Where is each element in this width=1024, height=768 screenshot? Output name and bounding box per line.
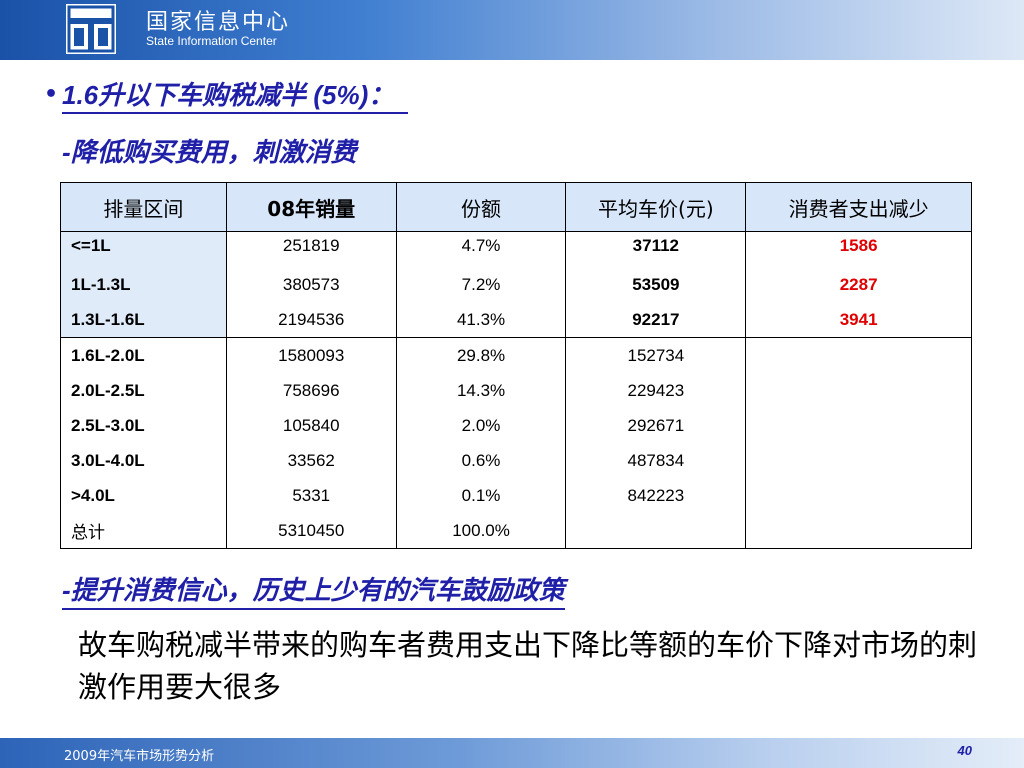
col-header-range: 排量区间 [60,182,227,232]
cell-reduce [745,513,972,549]
cell-price: 53509 [565,267,747,302]
cell-reduce: 1586 [745,231,972,267]
col-header-share: 份额 [395,182,567,232]
cell-sales: 33562 [225,443,397,478]
cell-share: 0.1% [395,478,567,513]
cell-reduce: 3941 [745,302,972,338]
cell-price: 152734 [565,337,747,373]
cell-range: >4.0L [60,478,227,513]
table-row: 2.0L-2.5L 758696 14.3% 229423 [60,373,972,408]
cell-range: 3.0L-4.0L [60,443,227,478]
table-row: >4.0L 5331 0.1% 842223 [60,478,972,513]
table-row: <=1L 251819 4.7% 37112 1586 [60,231,972,267]
sales-table: 排量区间 08年销量 份额 平均车价(元) 消费者支出减少 <=1L 25181… [60,182,972,549]
table-row: 3.0L-4.0L 33562 0.6% 487834 [60,443,972,478]
cell-share: 7.2% [395,267,567,302]
heading-confidence: -提升消费信心，历史上少有的汽车鼓励政策 [62,572,565,610]
cell-sales: 5331 [225,478,397,513]
table-row: 1.3L-1.6L 2194536 41.3% 92217 3941 [60,302,972,338]
cell-share: 4.7% [395,231,567,267]
page-number: 40 [957,743,972,758]
cell-range: 2.0L-2.5L [60,373,227,408]
footer-title: 2009年汽车市场形势分析 [64,749,215,764]
cell-reduce [745,337,972,373]
cell-sales: 2194536 [225,302,397,338]
state-information-center-logo [66,4,116,54]
table-row: 1.6L-2.0L 1580093 29.8% 152734 [60,337,972,373]
cell-reduce [745,373,972,408]
org-name-chinese: 国家信息中心 [146,10,291,35]
cell-share: 0.6% [395,443,567,478]
cell-range: 1.6L-2.0L [60,337,227,373]
cell-sales: 251819 [225,231,397,267]
cell-share: 2.0% [395,408,567,443]
cell-sales: 105840 [225,408,397,443]
cell-price: 842223 [565,478,747,513]
table-row-total: 总计 5310450 100.0% [60,513,972,549]
cell-share: 29.8% [395,337,567,373]
header-banner: 国家信息中心 State Information Center [0,0,1024,60]
heading-lower-cost: -降低购买费用，刺激消费 [62,137,357,167]
cell-reduce [745,478,972,513]
cell-range: <=1L [60,231,227,267]
cell-range: 1L-1.3L [60,267,227,302]
cell-price: 37112 [565,231,747,267]
bullet-icon: • [44,82,59,107]
cell-sales: 5310450 [225,513,397,549]
heading-tax-cut: 1.6升以下车购税减半 (5%)： [62,78,409,114]
cell-sales: 1580093 [225,337,397,373]
cell-range: 总计 [60,513,227,549]
cell-sales: 380573 [225,267,397,302]
cell-reduce: 2287 [745,267,972,302]
col-header-reduce: 消费者支出减少 [745,182,972,232]
cell-range: 2.5L-3.0L [60,408,227,443]
org-name-english: State Information Center [146,34,277,48]
cell-price: 292671 [565,408,747,443]
cell-price: 92217 [565,302,747,338]
col-header-sales: 08年销量 [225,182,397,232]
table-row: 1L-1.3L 380573 7.2% 53509 2287 [60,267,972,302]
cell-share: 14.3% [395,373,567,408]
conclusion-paragraph: 故车购税减半带来的购车者费用支出下降比等额的车价下降对市场的刺激作用要大很多 [78,628,978,704]
cell-reduce [745,408,972,443]
cell-sales: 758696 [225,373,397,408]
table-header-row: 排量区间 08年销量 份额 平均车价(元) 消费者支出减少 [60,182,972,232]
cell-price [565,513,747,549]
cell-share: 41.3% [395,302,567,338]
cell-price: 487834 [565,443,747,478]
col-header-price: 平均车价(元) [565,182,747,232]
cell-price: 229423 [565,373,747,408]
table-row: 2.5L-3.0L 105840 2.0% 292671 [60,408,972,443]
cell-reduce [745,443,972,478]
cell-share: 100.0% [395,513,567,549]
cell-range: 1.3L-1.6L [60,302,227,338]
footer-banner: 2009年汽车市场形势分析 40 [0,738,1024,768]
